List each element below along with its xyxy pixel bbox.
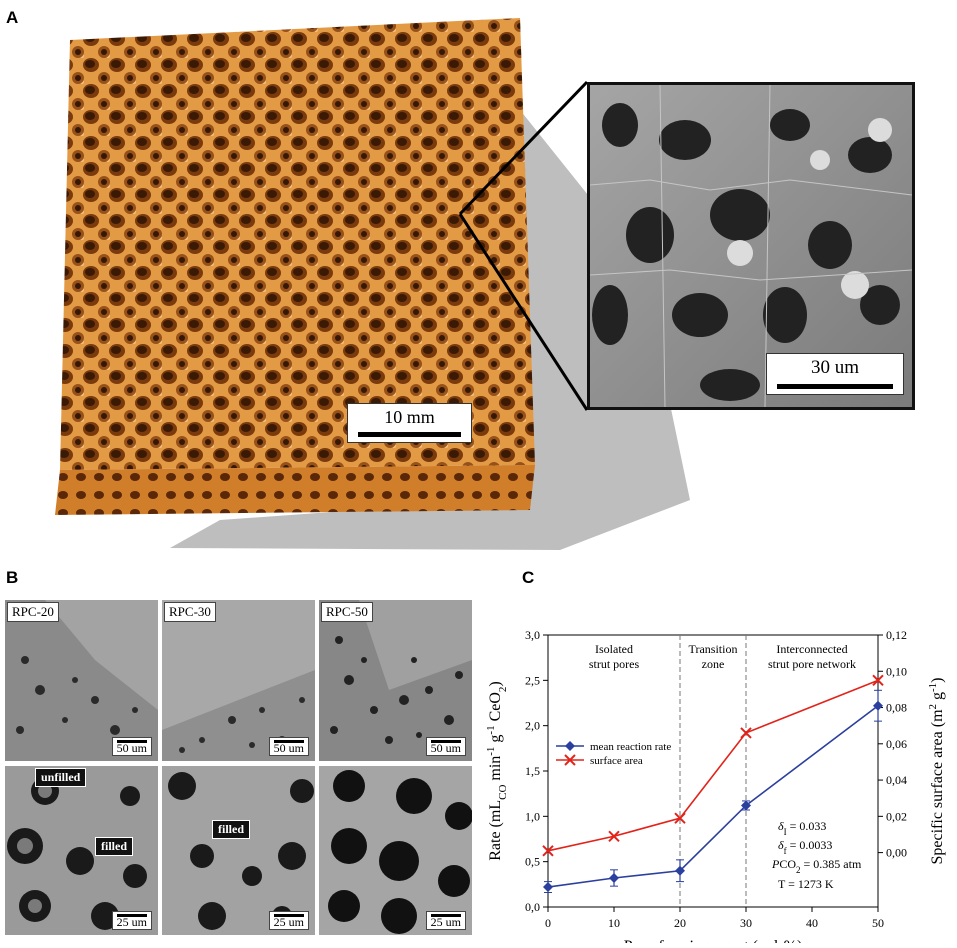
panel-a-letter: A bbox=[6, 8, 19, 27]
panel-b-letter: B bbox=[6, 568, 19, 587]
zone-label: strut pores bbox=[589, 657, 640, 671]
tile-rpc-50-overview: RPC-50 50 um bbox=[319, 600, 472, 761]
data-point-area bbox=[674, 812, 686, 824]
sem-scale-bar: 30 um bbox=[766, 353, 904, 395]
tile-scale-bar: 25 um bbox=[111, 911, 152, 930]
x-tick-label: 20 bbox=[674, 916, 686, 930]
x-tick-label: 10 bbox=[608, 916, 620, 930]
chart-svg: 0 10 20 30 40 50 0,0 0,5 1,0 1,5 2,0 2,5 3,0 0,00 0,02… bbox=[485, 628, 946, 948]
data-point-area bbox=[608, 830, 620, 842]
y2-tick-label: 0,06 bbox=[886, 737, 907, 751]
tile-scale-label: 50 um bbox=[116, 741, 147, 755]
tile-scale-bar: 50 um bbox=[111, 737, 152, 756]
panel-c-letter: C bbox=[522, 568, 535, 587]
tile-scale-bar: 25 um bbox=[268, 911, 309, 930]
tile-scale-label: 25 um bbox=[273, 915, 304, 929]
annotation-delta-f: δf = 0.0033 bbox=[778, 838, 832, 856]
x-tick-label: 50 bbox=[872, 916, 884, 930]
y-tick-label: 0,5 bbox=[525, 855, 540, 869]
zone-label: Interconnected bbox=[776, 642, 847, 656]
data-point-rate bbox=[543, 882, 553, 893]
x-tick-label: 0 bbox=[545, 916, 551, 930]
x-axis-label: Pore-forming agent (vol-%) bbox=[624, 938, 803, 943]
data-point-area bbox=[542, 845, 554, 857]
y-tick-label: 2,0 bbox=[525, 719, 540, 733]
y-axis-label: Rate (mLCO min-1 g-1 CeO2) bbox=[485, 681, 509, 861]
y-tick-label: 1,5 bbox=[525, 764, 540, 778]
data-point-rate bbox=[675, 865, 685, 876]
tile-rpc-50-detail: 25 um bbox=[319, 766, 472, 935]
y2-tick-label: 0,00 bbox=[886, 846, 907, 860]
data-point-rate bbox=[741, 800, 751, 811]
y-tick-label: 2,5 bbox=[525, 673, 540, 687]
foam-photo: 10 mm bbox=[55, 18, 690, 550]
tile-scale-bar: 50 um bbox=[268, 737, 309, 756]
annotation-delta-i: δI = 0.033 bbox=[778, 819, 826, 837]
tile-label: RPC-20 bbox=[7, 602, 59, 622]
x-tick-label: 30 bbox=[740, 916, 752, 930]
sem-micrograph bbox=[590, 85, 912, 407]
sem-scale-label: 30 um bbox=[810, 357, 860, 378]
tile-rpc-20-detail: unfilled filled 25 um bbox=[5, 766, 158, 935]
tile-scale-bar: 50 um bbox=[425, 737, 466, 756]
y-tick-label: 0,0 bbox=[525, 900, 540, 914]
tile-rpc-30-detail: filled 25 um bbox=[162, 766, 315, 935]
legend-marker-area bbox=[564, 754, 576, 766]
y2-tick-label: 0,12 bbox=[886, 628, 907, 642]
data-point-rate bbox=[609, 872, 619, 883]
data-point-area bbox=[872, 674, 884, 687]
y-tick-label: 1,0 bbox=[525, 809, 540, 823]
data-point-area bbox=[740, 727, 752, 739]
legend-label-area: surface area bbox=[590, 755, 643, 767]
tile-rpc-30-overview: RPC-30 50 um bbox=[162, 600, 315, 761]
callout-filled: filled bbox=[212, 820, 250, 839]
sem-inset-image: 30 um bbox=[587, 82, 915, 410]
tile-scale-label: 50 um bbox=[430, 741, 461, 755]
tile-scale-bar: 25 um bbox=[425, 911, 466, 930]
zone-label: Isolated bbox=[595, 642, 633, 656]
x-tick-label: 40 bbox=[806, 916, 818, 930]
legend-label-rate: mean reaction rate bbox=[590, 741, 671, 753]
annotation-pco2: PCO2 = 0.385 atm bbox=[771, 857, 862, 875]
y2-tick-label: 0,04 bbox=[886, 773, 907, 787]
y2-axis-label: Specific surface area (m2 g-1) bbox=[927, 677, 946, 864]
foam-scale-bar: 10 mm bbox=[347, 403, 472, 443]
zone-label: strut pore network bbox=[768, 657, 856, 671]
micrograph-grid: RPC-20 50 um RPC-30 50 um RPC-50 50 um u… bbox=[5, 600, 475, 935]
y2-tick-label: 0,10 bbox=[886, 664, 907, 678]
tile-scale-label: 50 um bbox=[273, 741, 304, 755]
foam-scale-label: 10 mm bbox=[384, 407, 435, 427]
zone-label: Transition bbox=[689, 642, 738, 656]
zone-label: zone bbox=[702, 657, 725, 671]
y-tick-label: 3,0 bbox=[525, 628, 540, 642]
callout-unfilled: unfilled bbox=[35, 768, 87, 787]
annotation-temperature: T = 1273 K bbox=[778, 877, 834, 891]
tile-scale-label: 25 um bbox=[116, 915, 147, 929]
tile-rpc-20-overview: RPC-20 50 um bbox=[5, 600, 158, 761]
y2-tick-label: 0,08 bbox=[886, 701, 907, 715]
legend-marker-rate bbox=[565, 741, 575, 751]
tile-scale-label: 25 um bbox=[430, 915, 461, 929]
reaction-rate-chart: 0 10 20 30 40 50 0,0 0,5 1,0 1,5 2,0 2,5 3,0 0,00 0,02… bbox=[480, 575, 957, 948]
tile-label: RPC-50 bbox=[321, 602, 373, 622]
tile-label: RPC-30 bbox=[164, 602, 216, 622]
foam-image bbox=[55, 18, 690, 550]
y2-tick-label: 0,02 bbox=[886, 809, 907, 823]
callout-filled: filled bbox=[95, 837, 133, 856]
data-point-rate bbox=[873, 700, 883, 711]
